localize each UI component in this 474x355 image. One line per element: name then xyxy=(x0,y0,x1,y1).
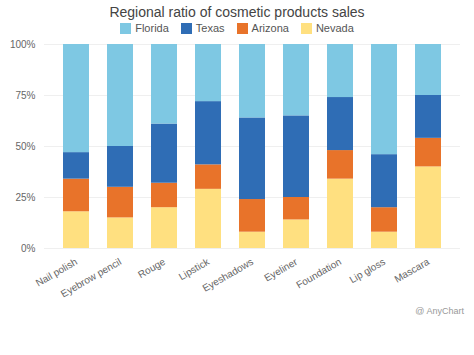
svg-text:0%: 0% xyxy=(21,243,36,254)
svg-text:Rouge: Rouge xyxy=(136,256,167,280)
svg-text:Eyeliner: Eyeliner xyxy=(262,256,299,284)
svg-text:Lip gloss: Lip gloss xyxy=(347,256,387,285)
svg-text:50%: 50% xyxy=(15,141,35,152)
html-text:Arizona: Arizona xyxy=(251,22,289,34)
html-text:@ AnyChart: @ AnyChart xyxy=(415,306,464,316)
svg-text:Eyeshadows: Eyeshadows xyxy=(200,256,255,294)
html-text:Texas: Texas xyxy=(195,22,225,34)
html-text:Regional ratio of cosmetic pro: Regional ratio of cosmetic products sale… xyxy=(109,4,365,20)
svg-text:Eyebrow pencil: Eyebrow pencil xyxy=(59,256,123,299)
svg-text:25%: 25% xyxy=(15,192,35,203)
svg-text:Foundation: Foundation xyxy=(294,256,343,291)
svg-text:Nail polish: Nail polish xyxy=(33,255,80,289)
svg-text:75%: 75% xyxy=(15,90,35,101)
svg-text:Mascara: Mascara xyxy=(392,256,431,285)
html-text:Florida: Florida xyxy=(135,22,169,34)
svg-text:Lipstick: Lipstick xyxy=(177,255,212,282)
html-text:Nevada: Nevada xyxy=(315,22,354,34)
svg-text:100%: 100% xyxy=(10,39,36,50)
